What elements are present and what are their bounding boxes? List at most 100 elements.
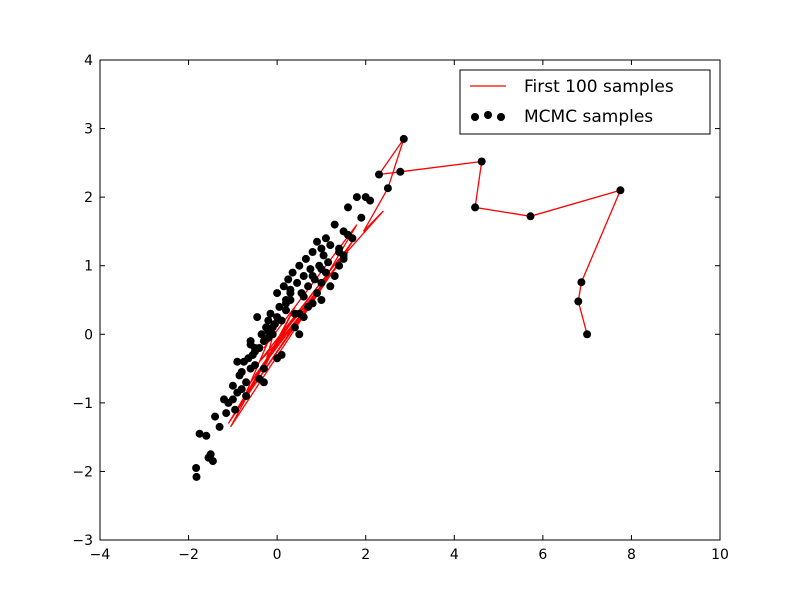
- x-tick-label: 2: [361, 547, 370, 563]
- sample-point: [206, 450, 215, 459]
- y-tick-label: −2: [72, 464, 93, 480]
- sample-point: [317, 278, 326, 287]
- sample-point: [308, 272, 317, 280]
- sample-point: [266, 309, 275, 318]
- sample-point: [344, 230, 352, 239]
- x-tick-label: 4: [450, 547, 459, 563]
- y-tick-label: 4: [84, 53, 93, 69]
- y-tick-label: 1: [84, 259, 93, 275]
- chain-line-layer: [227, 138, 622, 428]
- sample-point: [208, 457, 217, 466]
- sample-point: [273, 289, 282, 298]
- sample-point: [330, 220, 339, 229]
- sample-point: [330, 272, 339, 280]
- sample-point: [251, 361, 259, 370]
- sample-point: [215, 422, 224, 431]
- sample-point: [259, 364, 268, 373]
- legend-box: [459, 69, 711, 135]
- x-tick-label: 10: [711, 547, 729, 563]
- sample-point: [577, 278, 586, 287]
- sample-point: [202, 431, 211, 440]
- x-tick-label: 8: [627, 547, 636, 563]
- sample-point: [526, 212, 535, 221]
- sample-point: [228, 381, 237, 390]
- y-tick-label: 2: [84, 190, 93, 206]
- sample-point: [264, 333, 273, 342]
- sample-point: [284, 275, 293, 284]
- sample-point: [264, 316, 273, 325]
- sample-point: [242, 378, 251, 387]
- sample-point: [471, 203, 480, 212]
- sample-point: [477, 157, 486, 166]
- legend-label-mcmc-samples: MCMC samples: [524, 107, 653, 127]
- x-axis: −4 −2 0 2 4 6 8 10: [90, 60, 729, 563]
- sample-point: [231, 405, 240, 414]
- sample-point: [335, 244, 344, 253]
- sample-point: [326, 241, 335, 250]
- sample-point: [222, 409, 231, 418]
- sample-point: [288, 268, 297, 277]
- sample-point: [583, 330, 592, 339]
- sample-points-layer: [192, 134, 625, 481]
- sample-point: [344, 203, 352, 212]
- sample-point: [192, 472, 201, 481]
- sample-point: [357, 213, 366, 222]
- legend-dot-swatch: [497, 113, 505, 121]
- sample-point: [211, 412, 220, 421]
- sample-point: [253, 313, 262, 322]
- sample-point: [375, 170, 383, 179]
- sample-point: [326, 282, 335, 291]
- sample-point: [282, 299, 290, 308]
- x-tick-label: −2: [178, 547, 199, 563]
- sample-point: [306, 265, 315, 274]
- sample-point: [273, 313, 282, 322]
- y-axis: −3 −2 −1 0 1 2 3 4: [72, 53, 720, 549]
- legend-dot-swatch: [484, 111, 492, 119]
- sample-point: [324, 258, 333, 267]
- sample-point: [317, 265, 326, 274]
- sample-point: [319, 251, 328, 260]
- sample-point: [295, 309, 304, 318]
- sample-point: [308, 248, 317, 256]
- sample-point: [237, 385, 246, 394]
- sample-point: [339, 251, 348, 260]
- sample-point: [335, 261, 344, 270]
- sample-point: [242, 392, 251, 400]
- plot-area: [100, 60, 720, 540]
- sample-point: [192, 464, 201, 472]
- y-tick-label: −3: [72, 533, 93, 549]
- sample-point: [313, 237, 321, 246]
- y-tick-label: 0: [84, 327, 93, 343]
- sample-point: [304, 282, 313, 291]
- sample-point: [290, 323, 299, 332]
- sample-point: [574, 297, 583, 306]
- sample-point: [195, 429, 204, 438]
- sample-point: [308, 299, 317, 308]
- sample-point: [366, 196, 375, 205]
- sample-point: [321, 234, 330, 243]
- sample-point: [251, 347, 259, 356]
- sample-point: [264, 326, 273, 335]
- chain-series-line: [227, 138, 622, 428]
- sample-point: [275, 302, 284, 311]
- x-tick-label: 6: [538, 547, 547, 563]
- sample-point: [299, 272, 308, 280]
- sample-point: [233, 357, 242, 366]
- sample-point: [279, 282, 288, 291]
- sample-point: [383, 184, 392, 193]
- sample-point: [246, 337, 255, 346]
- sample-point: [228, 395, 237, 404]
- sample-point: [293, 278, 302, 287]
- sample-point: [255, 374, 264, 383]
- sample-point: [396, 167, 405, 176]
- sample-point: [295, 261, 304, 270]
- sample-point: [273, 354, 282, 363]
- sample-point: [257, 330, 266, 339]
- sample-point: [301, 254, 310, 263]
- legend-label-first-100-samples: First 100 samples: [524, 77, 674, 97]
- sample-point: [313, 289, 321, 298]
- sample-point: [317, 296, 326, 304]
- sample-point: [352, 193, 361, 202]
- x-tick-label: 0: [273, 547, 282, 563]
